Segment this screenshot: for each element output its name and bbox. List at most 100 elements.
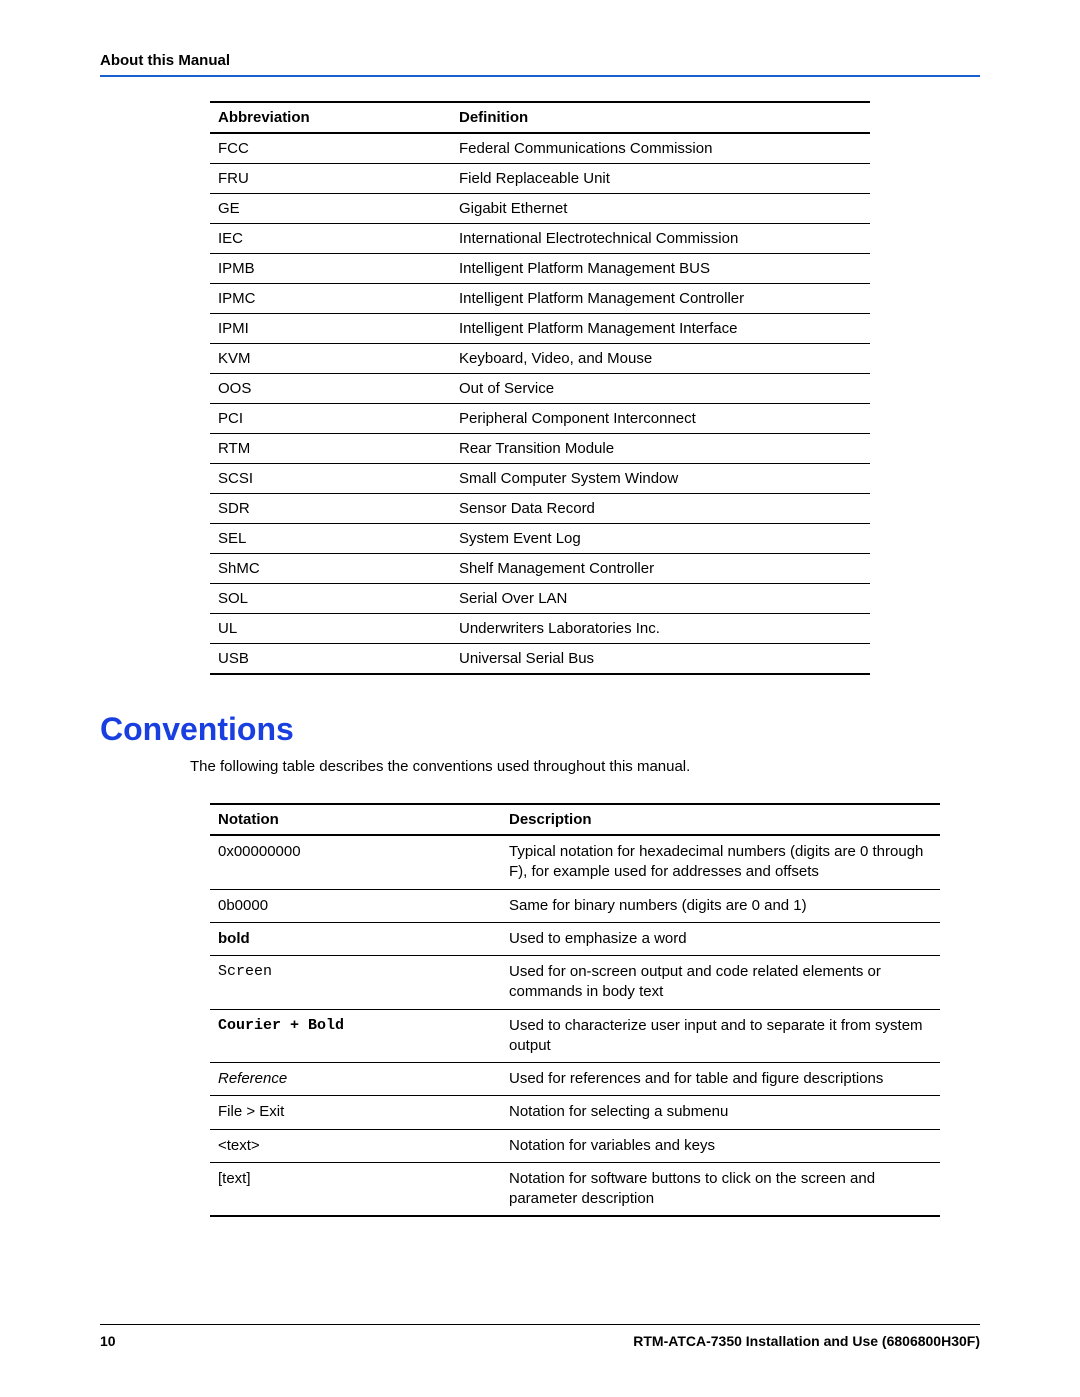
- definition-cell: Intelligent Platform Management Interfac…: [451, 314, 870, 344]
- table-row: SCSISmall Computer System Window: [210, 464, 870, 494]
- definition-cell: Peripheral Component Interconnect: [451, 404, 870, 434]
- abbrev-cell: IEC: [210, 224, 451, 254]
- definition-cell: Sensor Data Record: [451, 494, 870, 524]
- abbrev-cell: SCSI: [210, 464, 451, 494]
- definition-cell: Out of Service: [451, 374, 870, 404]
- notation-cell: Screen: [210, 956, 501, 1010]
- abbrev-cell: PCI: [210, 404, 451, 434]
- conventions-intro-text: The following table describes the conven…: [190, 758, 980, 775]
- table-row: <text>Notation for variables and keys: [210, 1129, 940, 1162]
- notation-cell: File > Exit: [210, 1096, 501, 1129]
- abbrev-cell: FRU: [210, 164, 451, 194]
- table-row: Courier + BoldUsed to characterize user …: [210, 1009, 940, 1063]
- table-row: OOSOut of Service: [210, 374, 870, 404]
- document-page: About this Manual Abbreviation Definitio…: [0, 0, 1080, 1397]
- table-row: 0b0000Same for binary numbers (digits ar…: [210, 889, 940, 922]
- definition-cell: Federal Communications Commission: [451, 133, 870, 164]
- abbrev-cell: KVM: [210, 344, 451, 374]
- table-row: [text]Notation for software buttons to c…: [210, 1162, 940, 1216]
- abbrev-cell: IPMI: [210, 314, 451, 344]
- page-header-title: About this Manual: [100, 52, 980, 75]
- abbrev-col-header: Abbreviation: [210, 102, 451, 133]
- abbrev-cell: SOL: [210, 584, 451, 614]
- table-header-row: Abbreviation Definition: [210, 102, 870, 133]
- table-header-row: Notation Description: [210, 804, 940, 835]
- abbrev-cell: IPMB: [210, 254, 451, 284]
- description-cell: Notation for selecting a submenu: [501, 1096, 940, 1129]
- notation-cell: Courier + Bold: [210, 1009, 501, 1063]
- description-cell: Same for binary numbers (digits are 0 an…: [501, 889, 940, 922]
- table-row: IECInternational Electrotechnical Commis…: [210, 224, 870, 254]
- footer-row: 10 RTM-ATCA-7350 Installation and Use (6…: [100, 1333, 980, 1349]
- table-row: FCCFederal Communications Commission: [210, 133, 870, 164]
- definition-cell: International Electrotechnical Commissio…: [451, 224, 870, 254]
- notation-cell: Reference: [210, 1063, 501, 1096]
- definition-cell: System Event Log: [451, 524, 870, 554]
- definition-cell: Keyboard, Video, and Mouse: [451, 344, 870, 374]
- definition-cell: Shelf Management Controller: [451, 554, 870, 584]
- definition-cell: Small Computer System Window: [451, 464, 870, 494]
- abbreviations-table: Abbreviation Definition FCCFederal Commu…: [210, 101, 870, 675]
- notation-cell: 0x00000000: [210, 835, 501, 889]
- description-cell: Used for references and for table and fi…: [501, 1063, 940, 1096]
- description-cell: Used to characterize user input and to s…: [501, 1009, 940, 1063]
- table-row: RTMRear Transition Module: [210, 434, 870, 464]
- table-row: GEGigabit Ethernet: [210, 194, 870, 224]
- table-row: IPMBIntelligent Platform Management BUS: [210, 254, 870, 284]
- page-footer: 10 RTM-ATCA-7350 Installation and Use (6…: [100, 1324, 980, 1349]
- abbrev-cell: RTM: [210, 434, 451, 464]
- table-row: ReferenceUsed for references and for tab…: [210, 1063, 940, 1096]
- table-row: IPMIIntelligent Platform Management Inte…: [210, 314, 870, 344]
- table-row: boldUsed to emphasize a word: [210, 922, 940, 955]
- header-rule: [100, 75, 980, 77]
- abbrev-cell: OOS: [210, 374, 451, 404]
- description-cell: Notation for variables and keys: [501, 1129, 940, 1162]
- description-cell: Used for on-screen output and code relat…: [501, 956, 940, 1010]
- definition-cell: Intelligent Platform Management BUS: [451, 254, 870, 284]
- conventions-table: Notation Description 0x00000000Typical n…: [210, 803, 940, 1217]
- table-row: SOLSerial Over LAN: [210, 584, 870, 614]
- table-row: SELSystem Event Log: [210, 524, 870, 554]
- table-row: KVMKeyboard, Video, and Mouse: [210, 344, 870, 374]
- definition-cell: Rear Transition Module: [451, 434, 870, 464]
- table-row: ScreenUsed for on-screen output and code…: [210, 956, 940, 1010]
- description-cell: Notation for software buttons to click o…: [501, 1162, 940, 1216]
- table-row: PCIPeripheral Component Interconnect: [210, 404, 870, 434]
- conventions-table-wrap: Notation Description 0x00000000Typical n…: [210, 803, 940, 1217]
- abbrev-cell: UL: [210, 614, 451, 644]
- table-row: USBUniversal Serial Bus: [210, 644, 870, 675]
- notation-cell: [text]: [210, 1162, 501, 1216]
- table-row: ULUnderwriters Laboratories Inc.: [210, 614, 870, 644]
- definition-cell: Underwriters Laboratories Inc.: [451, 614, 870, 644]
- description-col-header: Description: [501, 804, 940, 835]
- page-number: 10: [100, 1333, 116, 1349]
- definition-cell: Serial Over LAN: [451, 584, 870, 614]
- table-row: FRUField Replaceable Unit: [210, 164, 870, 194]
- table-row: 0x00000000Typical notation for hexadecim…: [210, 835, 940, 889]
- abbreviations-table-wrap: Abbreviation Definition FCCFederal Commu…: [210, 101, 870, 675]
- notation-cell: <text>: [210, 1129, 501, 1162]
- table-row: IPMCIntelligent Platform Management Cont…: [210, 284, 870, 314]
- table-row: SDRSensor Data Record: [210, 494, 870, 524]
- abbrev-cell: ShMC: [210, 554, 451, 584]
- definition-col-header: Definition: [451, 102, 870, 133]
- abbrev-cell: GE: [210, 194, 451, 224]
- notation-cell: bold: [210, 922, 501, 955]
- section-heading-conventions: Conventions: [100, 711, 980, 748]
- notation-cell: 0b0000: [210, 889, 501, 922]
- definition-cell: Field Replaceable Unit: [451, 164, 870, 194]
- definition-cell: Gigabit Ethernet: [451, 194, 870, 224]
- footer-rule: [100, 1324, 980, 1325]
- definition-cell: Intelligent Platform Management Controll…: [451, 284, 870, 314]
- abbrev-cell: USB: [210, 644, 451, 675]
- table-row: ShMCShelf Management Controller: [210, 554, 870, 584]
- notation-col-header: Notation: [210, 804, 501, 835]
- abbrev-cell: FCC: [210, 133, 451, 164]
- abbrev-cell: SEL: [210, 524, 451, 554]
- description-cell: Typical notation for hexadecimal numbers…: [501, 835, 940, 889]
- definition-cell: Universal Serial Bus: [451, 644, 870, 675]
- abbrev-cell: SDR: [210, 494, 451, 524]
- table-row: File > ExitNotation for selecting a subm…: [210, 1096, 940, 1129]
- footer-doc-title: RTM-ATCA-7350 Installation and Use (6806…: [633, 1333, 980, 1349]
- abbrev-cell: IPMC: [210, 284, 451, 314]
